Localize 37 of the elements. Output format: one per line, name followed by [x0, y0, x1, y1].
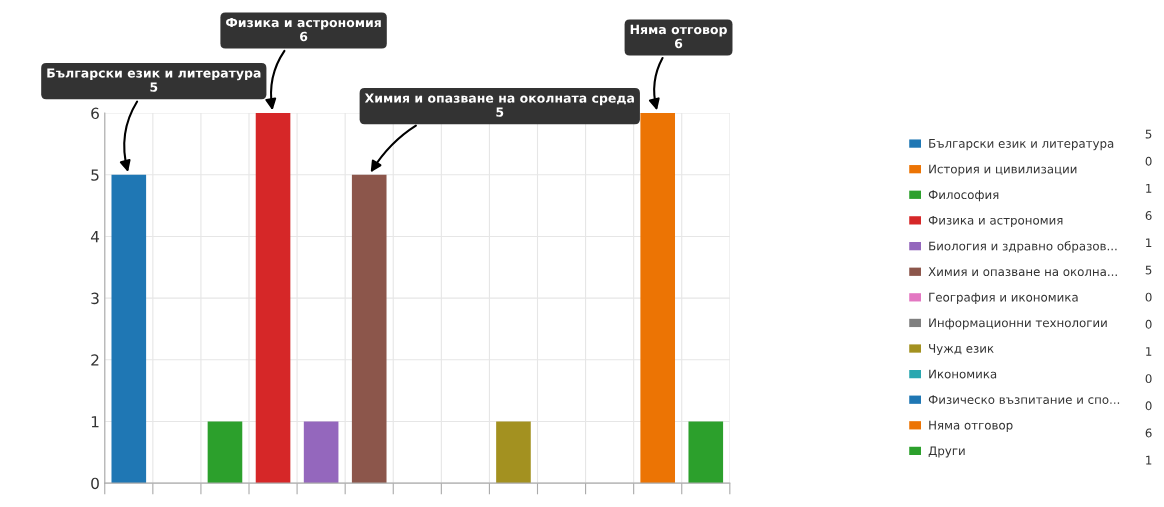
legend-label: Чужд език — [929, 344, 994, 356]
legend-label: Икономика — [929, 369, 997, 379]
y-tick-label: 6 — [91, 107, 99, 120]
y-tick-label: 0 — [91, 477, 99, 490]
text: Няма отговор 6 — [630, 24, 727, 49]
text: Български език и литература 5 — [47, 68, 261, 92]
text: 0 — [1145, 292, 1152, 302]
legend-label: Физика и астрономия — [928, 215, 1063, 227]
text: 1 — [1146, 455, 1152, 465]
text: 6 — [1145, 211, 1152, 220]
text: 1 — [1146, 184, 1152, 193]
legend-label: Химия и опазване на околна... — [928, 267, 1117, 277]
text: 0 — [1145, 374, 1152, 384]
legend-label: Философия — [928, 190, 999, 202]
y-tick-label: 3 — [91, 292, 99, 305]
text: 1 — [1146, 238, 1152, 248]
legend-label: Български език и литература — [929, 139, 1114, 151]
legend-label: Няма отговор — [929, 420, 1013, 432]
legend-label: Физическо възпитание и спо... — [928, 395, 1120, 405]
legend-label: Информационни технологии — [929, 318, 1107, 330]
text: 1 — [1146, 347, 1152, 356]
text: 5 — [1145, 265, 1152, 275]
y-tick-label: 2 — [91, 354, 99, 366]
text: 0 — [1145, 156, 1152, 166]
text: Физика и астрономия 6 — [226, 17, 381, 42]
text: 0 — [1145, 319, 1152, 329]
y-tick-label: 4 — [90, 231, 100, 243]
y-tick-label: 5 — [91, 169, 99, 181]
text: 5 — [1145, 129, 1152, 139]
legend-label: География и икономика — [929, 292, 1078, 304]
legend-label: История и цивилизации — [929, 164, 1077, 176]
y-tick-label: 1 — [91, 416, 99, 428]
annotation: Химия и опазване на околната среда 5 — [364, 93, 634, 117]
legend-label: Други — [928, 446, 965, 458]
text: 0 — [1145, 401, 1152, 411]
text: 6 — [1145, 428, 1152, 438]
legend-label: Биология и здравно образов... — [929, 241, 1117, 253]
